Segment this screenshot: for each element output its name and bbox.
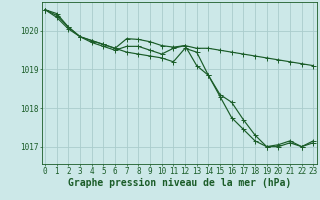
X-axis label: Graphe pression niveau de la mer (hPa): Graphe pression niveau de la mer (hPa) — [68, 178, 291, 188]
